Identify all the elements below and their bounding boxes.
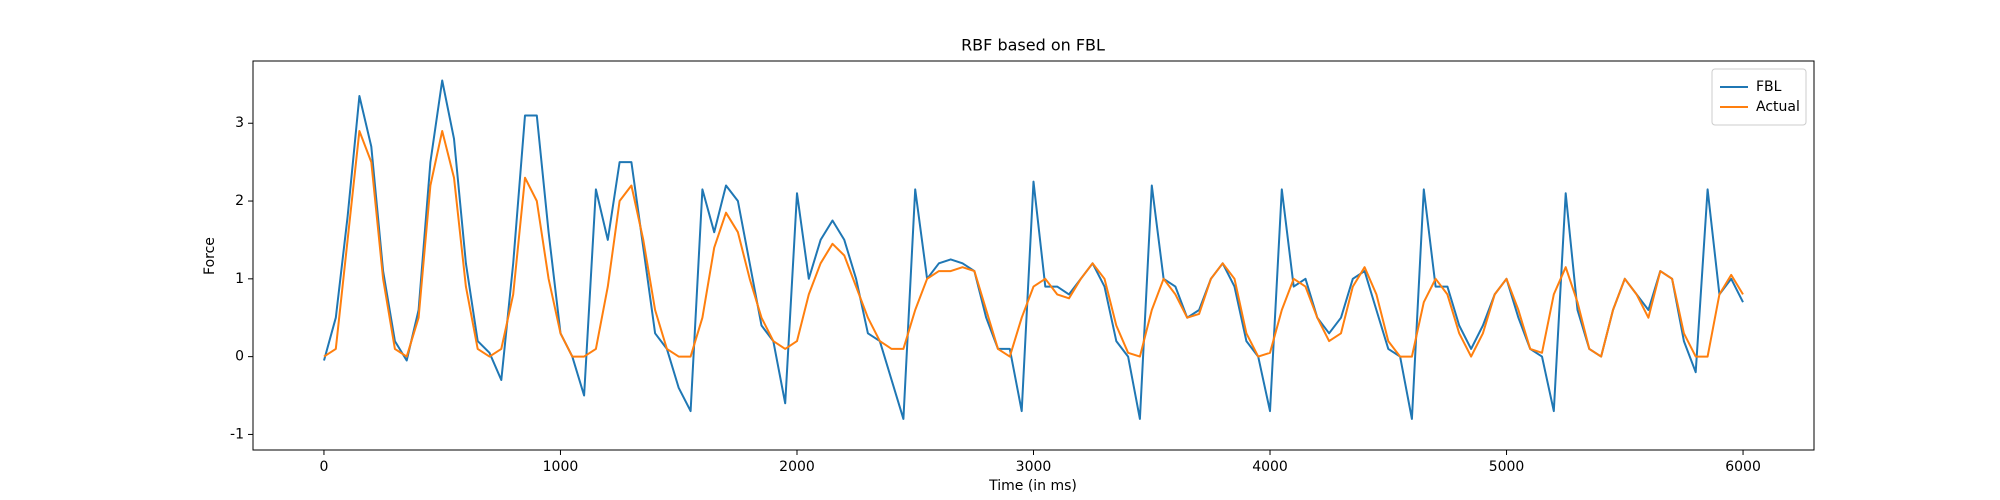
- chart-title: RBF based on FBL: [961, 36, 1105, 55]
- x-tick-label: 6000: [1725, 459, 1761, 475]
- y-tick-label: 2: [235, 193, 244, 209]
- legend-box: [1711, 68, 1807, 126]
- x-axis-label: Time (in ms): [988, 478, 1077, 494]
- legend-label: Actual: [1756, 99, 1800, 115]
- series-line: [323, 130, 1744, 358]
- legend-label: FBL: [1756, 79, 1782, 95]
- y-tick-label: 0: [235, 349, 244, 365]
- y-tick-label: 1: [235, 271, 244, 287]
- x-tick-label: 1000: [543, 459, 579, 475]
- y-tick-label: 3: [235, 115, 244, 131]
- series-line: [323, 79, 1744, 420]
- x-tick-label: 5000: [1489, 459, 1525, 475]
- y-tick-label: -1: [230, 426, 244, 442]
- x-tick-label: 4000: [1252, 459, 1288, 475]
- x-tick-label: 2000: [779, 459, 815, 475]
- plot-frame: [252, 60, 1815, 451]
- x-tick-label: 0: [319, 459, 328, 475]
- y-axis-label: Force: [202, 237, 218, 275]
- x-tick-label: 3000: [1016, 459, 1052, 475]
